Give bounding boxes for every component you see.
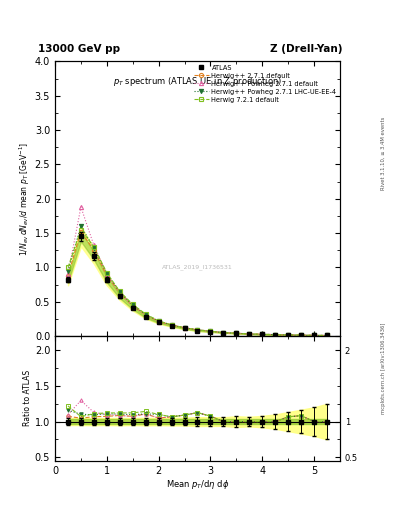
Text: ATLAS_2019_I1736531: ATLAS_2019_I1736531	[162, 265, 233, 270]
Text: 13000 GeV pp: 13000 GeV pp	[38, 44, 119, 54]
Y-axis label: Ratio to ATLAS: Ratio to ATLAS	[23, 370, 32, 426]
Text: mcplots.cern.ch [arXiv:1306.3436]: mcplots.cern.ch [arXiv:1306.3436]	[381, 323, 386, 414]
Text: Rivet 3.1.10, ≥ 3.4M events: Rivet 3.1.10, ≥ 3.4M events	[381, 117, 386, 190]
X-axis label: Mean $p_T$/d$\eta$ d$\phi$: Mean $p_T$/d$\eta$ d$\phi$	[166, 478, 229, 492]
Legend: ATLAS, Herwig++ 2.7.1 default, Herwig++ Powheg 2.7.1 default, Herwig++ Powheg 2.: ATLAS, Herwig++ 2.7.1 default, Herwig++ …	[194, 65, 337, 103]
Text: $p_T$ spectrum (ATLAS UE in Z production): $p_T$ spectrum (ATLAS UE in Z production…	[113, 75, 282, 88]
Text: Z (Drell-Yan): Z (Drell-Yan)	[270, 44, 343, 54]
Y-axis label: $1/N_{ev}\,dN_{ev}/d$ mean $p_T$ [GeV$^{-1}$]: $1/N_{ev}\,dN_{ev}/d$ mean $p_T$ [GeV$^{…	[17, 142, 32, 256]
